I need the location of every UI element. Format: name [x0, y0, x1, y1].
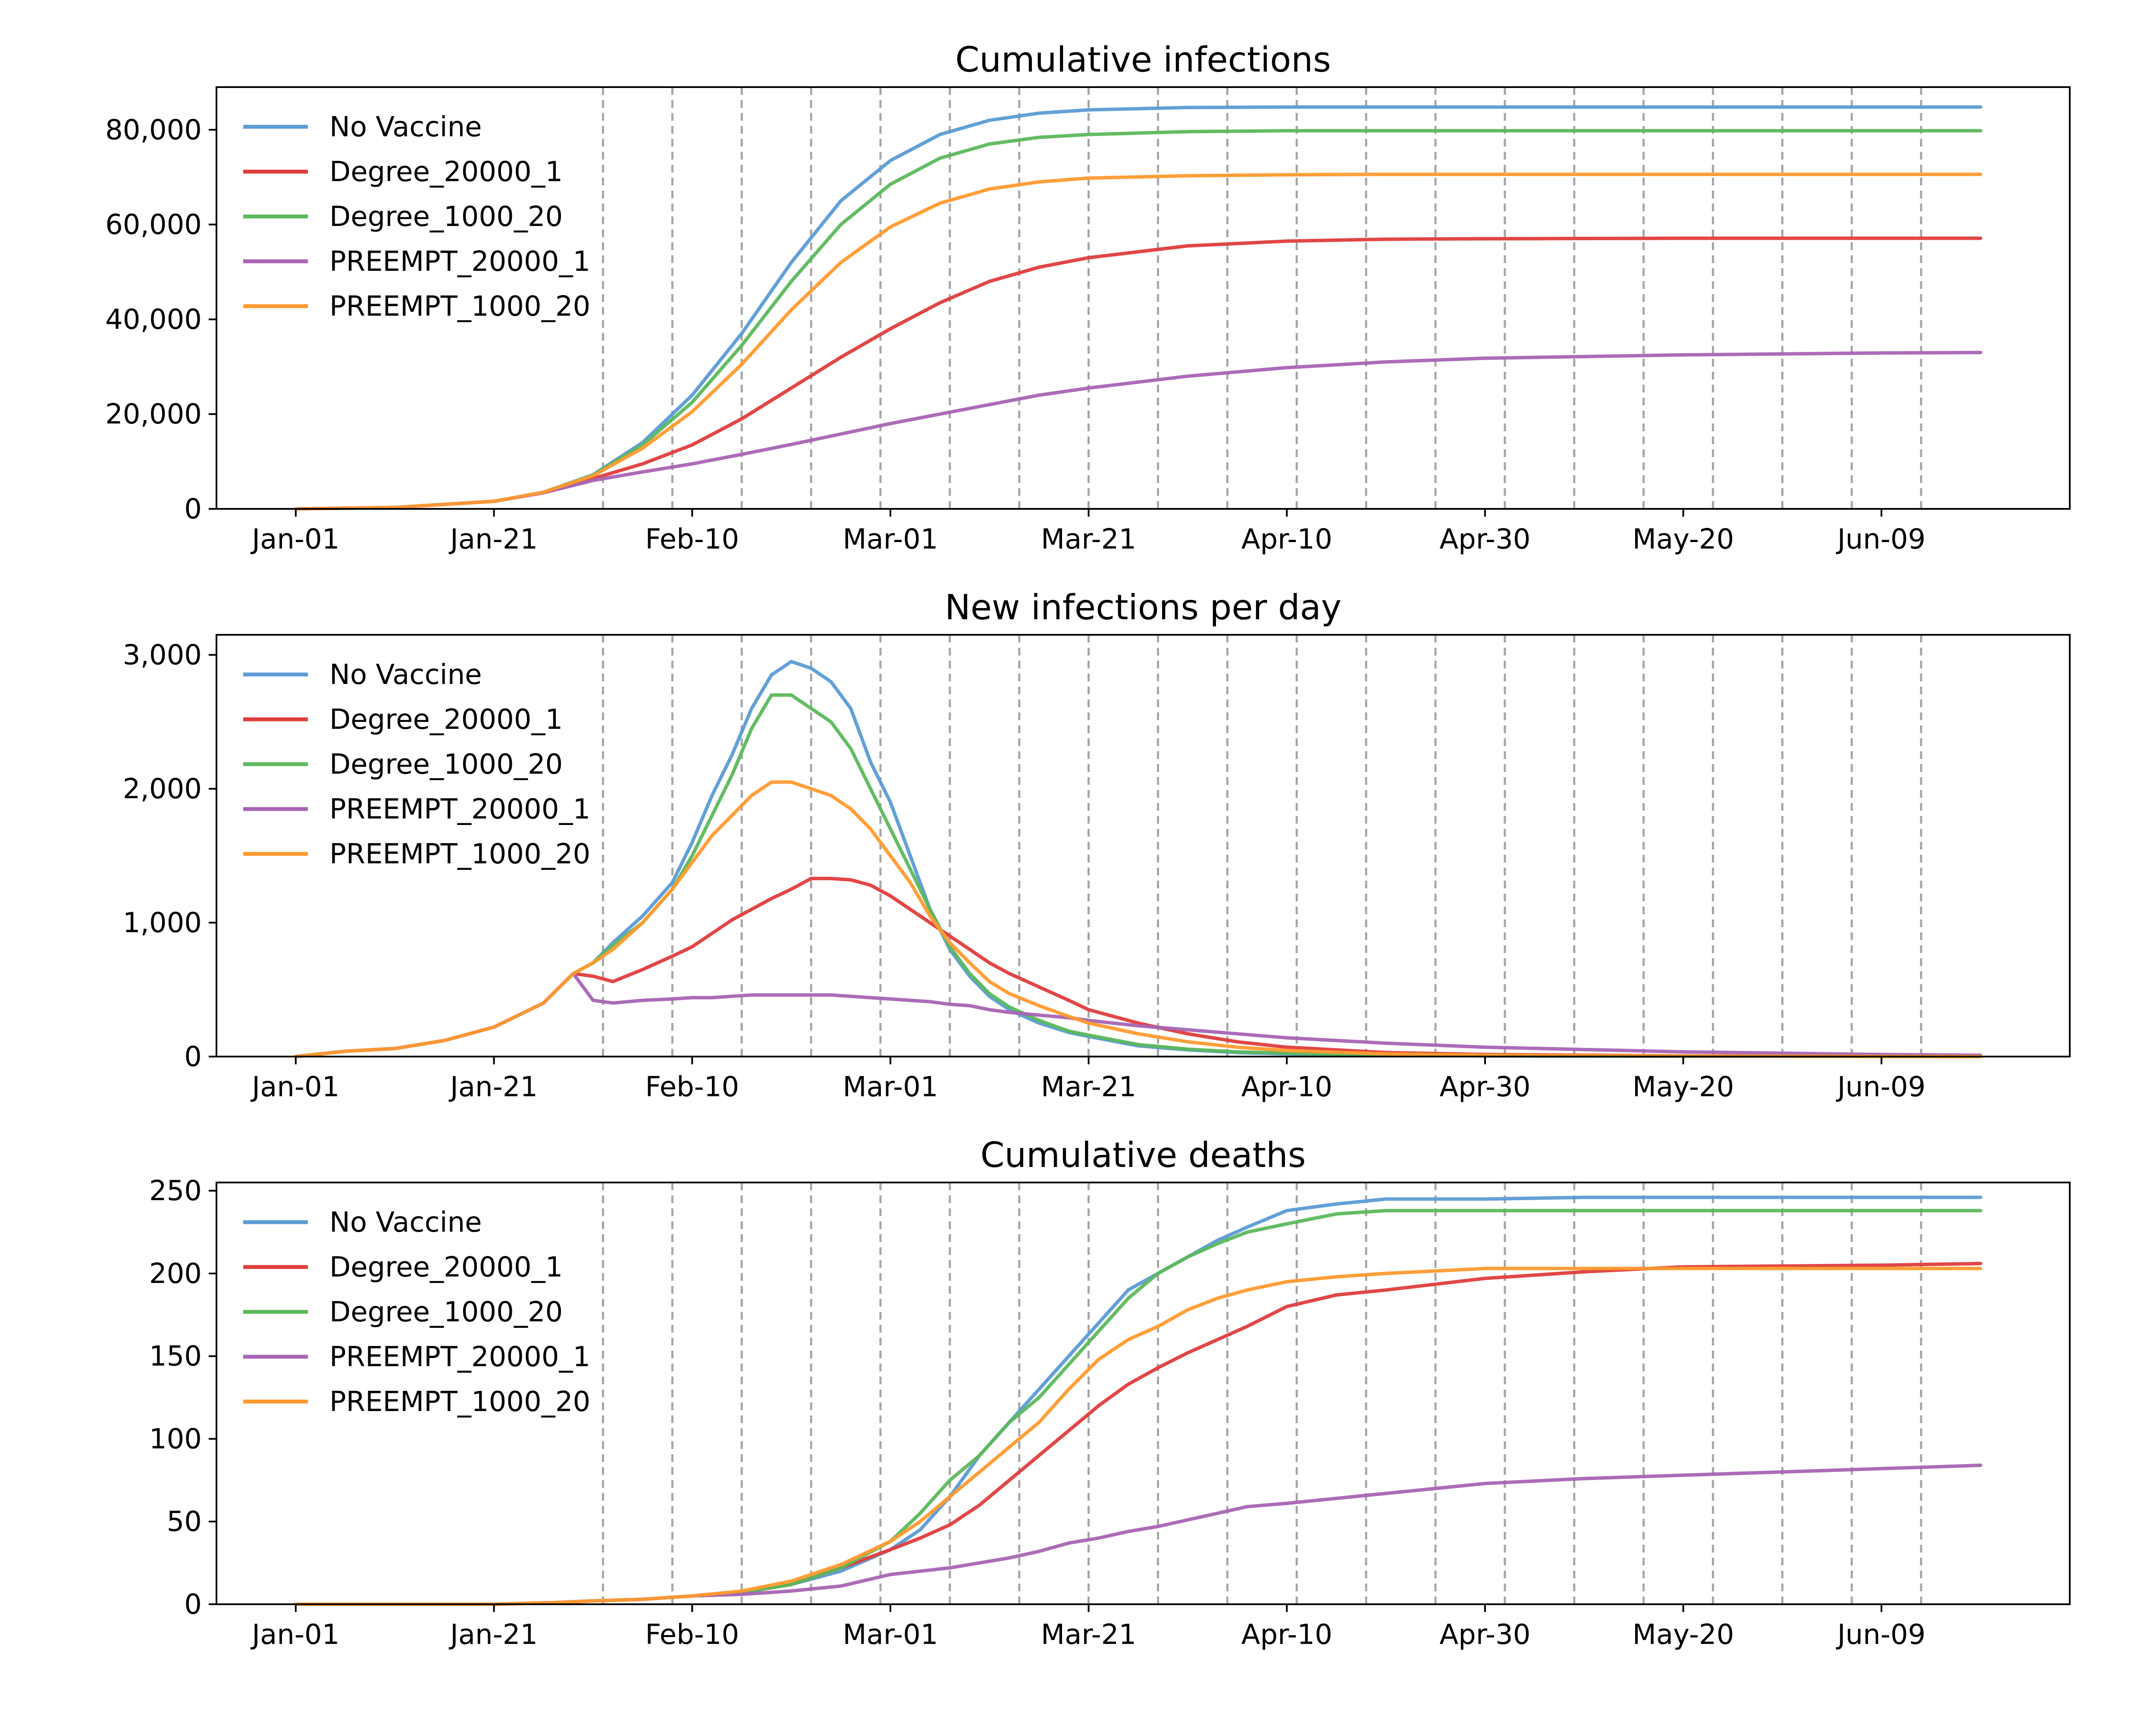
vertical-reference-lines	[602, 87, 1922, 509]
y-tick-label: 40,000	[105, 304, 202, 336]
x-tick-label: May-20	[1633, 524, 1734, 555]
x-tick-label: Feb-10	[645, 1071, 739, 1103]
x-tick-label: Jan-21	[448, 524, 538, 555]
y-tick-label: 100	[149, 1423, 202, 1455]
y-tick-label: 20,000	[105, 398, 202, 430]
y-axis: 0 20,000 40,000 60,000 80,000	[105, 114, 216, 525]
x-tick-label: Jun-09	[1836, 1071, 1926, 1103]
legend-label: PREEMPT_1000_20	[329, 291, 590, 323]
y-tick-label: 0	[184, 493, 202, 525]
y-axis: 0 50 100 150 200 250	[149, 1175, 216, 1621]
legend: No Vaccine Degree_20000_1 Degree_1000_20 PR…	[243, 659, 590, 870]
legend-label: PREEMPT_20000_1	[329, 1341, 590, 1373]
y-tick-label: 150	[149, 1341, 202, 1373]
legend-label: PREEMPT_1000_20	[329, 1386, 590, 1418]
x-tick-label: May-20	[1633, 1071, 1734, 1103]
y-tick-label: 50	[167, 1506, 202, 1538]
chart-title: New infections per day	[945, 587, 1341, 627]
y-tick-label: 250	[149, 1175, 202, 1207]
x-tick-label: Mar-21	[1041, 1071, 1136, 1103]
series-line	[294, 972, 1983, 1058]
series-lines	[294, 660, 1983, 1058]
panel-new-infections-per-day: New infections per day Jan-01 Jan-21 Feb-1…	[123, 587, 2071, 1103]
y-tick-label: 0	[184, 1041, 202, 1073]
panel-cumulative-deaths: Cumulative deaths Jan-01 Jan-21 Feb-10 Mar-…	[149, 1135, 2071, 1651]
legend-label: Degree_1000_20	[329, 1296, 563, 1328]
legend-label: PREEMPT_20000_1	[329, 246, 590, 278]
y-tick-label: 2,000	[123, 773, 202, 805]
x-tick-label: Jan-21	[448, 1619, 538, 1651]
x-tick-label: Mar-01	[843, 1071, 938, 1103]
x-axis: Jan-01 Jan-21 Feb-10 Mar-01 Mar-21 Apr-10 Apr-…	[250, 1057, 1926, 1103]
x-tick-label: Apr-10	[1241, 1619, 1332, 1651]
legend-label: Degree_1000_20	[329, 749, 563, 781]
x-tick-label: May-20	[1633, 1619, 1734, 1651]
y-tick-label: 1,000	[123, 907, 202, 939]
series-lines	[294, 105, 1983, 511]
x-tick-label: Jan-01	[250, 524, 339, 555]
legend-label: No Vaccine	[329, 659, 482, 691]
x-tick-label: Mar-21	[1041, 1619, 1136, 1651]
x-axis: Jan-01 Jan-21 Feb-10 Mar-01 Mar-21 Apr-10 Apr-…	[250, 1604, 1926, 1651]
plot-frame	[216, 634, 2071, 1057]
x-tick-label: Apr-10	[1241, 1071, 1332, 1103]
chart-title: Cumulative deaths	[981, 1135, 1306, 1175]
x-tick-label: Jun-09	[1836, 524, 1926, 555]
legend-label: PREEMPT_1000_20	[329, 838, 590, 870]
x-tick-label: Jan-01	[250, 1071, 339, 1103]
y-tick-label: 60,000	[105, 209, 202, 241]
legend: No Vaccine Degree_20000_1 Degree_1000_20 PR…	[243, 1207, 590, 1418]
legend-label: No Vaccine	[329, 111, 482, 143]
vertical-reference-lines	[602, 635, 1922, 1057]
series-line	[294, 351, 1983, 511]
legend-label: Degree_20000_1	[329, 156, 563, 188]
x-tick-label: Feb-10	[645, 524, 739, 555]
series-lines	[294, 1195, 1983, 1606]
series-line	[294, 172, 1983, 511]
y-tick-label: 3,000	[123, 640, 202, 671]
y-axis: 0 1,000 2,000 3,000	[123, 640, 216, 1073]
chart-title: Cumulative infections	[955, 40, 1331, 80]
y-tick-label: 0	[184, 1589, 202, 1621]
x-tick-label: Apr-30	[1439, 524, 1530, 555]
x-tick-label: Mar-21	[1041, 524, 1136, 555]
x-tick-label: Jun-09	[1836, 1619, 1926, 1651]
legend-label: Degree_1000_20	[329, 201, 563, 233]
legend-label: Degree_20000_1	[329, 704, 563, 736]
x-tick-label: Feb-10	[645, 1619, 739, 1651]
y-tick-label: 80,000	[105, 114, 202, 146]
series-line	[294, 877, 1983, 1058]
x-tick-label: Apr-30	[1439, 1071, 1530, 1103]
series-line	[294, 780, 1983, 1058]
y-tick-label: 200	[149, 1258, 202, 1290]
plot-frame	[216, 86, 2071, 510]
legend: No Vaccine Degree_20000_1 Degree_1000_20 PR…	[243, 111, 590, 323]
legend-label: No Vaccine	[329, 1207, 482, 1239]
x-tick-label: Mar-01	[843, 524, 938, 555]
x-tick-label: Jan-21	[448, 1071, 538, 1103]
x-axis: Jan-01 Jan-21 Feb-10 Mar-01 Mar-21 Apr-10 Apr-…	[250, 509, 1926, 555]
x-tick-label: Jan-01	[250, 1619, 339, 1651]
x-tick-label: Apr-30	[1439, 1619, 1530, 1651]
vertical-reference-lines	[602, 1182, 1922, 1604]
plot-frame	[216, 1182, 2071, 1605]
series-line	[294, 1267, 1983, 1606]
panel-cumulative-infections: Cumulative infections Jan-01 Jan-21 Feb-10…	[105, 40, 2071, 555]
legend-label: PREEMPT_20000_1	[329, 794, 590, 825]
legend-label: Degree_20000_1	[329, 1251, 563, 1283]
x-tick-label: Apr-10	[1241, 524, 1332, 555]
x-tick-label: Mar-01	[843, 1619, 938, 1651]
